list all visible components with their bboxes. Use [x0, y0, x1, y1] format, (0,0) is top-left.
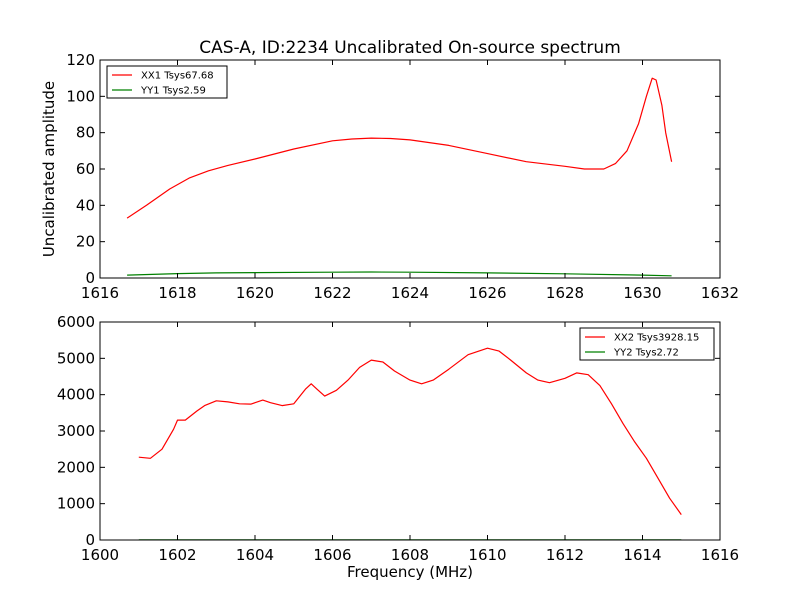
- x-tick-label-1-6: 1612: [546, 546, 584, 564]
- y-tick-label-0-4: 80: [76, 124, 95, 142]
- y-tick-label-0-2: 40: [76, 196, 95, 214]
- x-tick-label-0-6: 1628: [546, 284, 584, 302]
- chart-title: CAS-A, ID:2234 Uncalibrated On-source sp…: [199, 38, 621, 58]
- y-tick-label-0-5: 100: [66, 87, 95, 105]
- x-tick-label-0-7: 1630: [623, 284, 661, 302]
- plot-panel-1: 1600 1602 1604 1606 1608 1610 1612 1614 1616 0 100…: [57, 313, 739, 564]
- x-tick-label-1-8: 1616: [701, 546, 739, 564]
- x-tick-label-1-4: 1608: [391, 546, 429, 564]
- legend-1: XX2 Tsys3928.15 YY2 Tsys2.72: [579, 327, 715, 361]
- y-tick-label-1-6: 6000: [57, 313, 95, 331]
- series-line-1-0: [138, 347, 682, 515]
- y-tick-label-1-4: 4000: [57, 386, 95, 404]
- x-tick-label-1-3: 1606: [313, 546, 351, 564]
- x-tick-label-0-2: 1620: [236, 284, 274, 302]
- y-tick-label-1-3: 3000: [57, 422, 95, 440]
- legend-label-0-1: YY1 Tsys2.59: [140, 86, 206, 97]
- y-tick-label-1-0: 0: [85, 531, 95, 549]
- x-tick-label-1-0: 1600: [81, 546, 119, 564]
- x-axis-label-bottom: Frequency (MHz): [347, 563, 473, 581]
- series-line-0-0: [126, 77, 673, 219]
- plot-panel-0: 1616 1618 1620 1622 1624 1626 1628 1630 1632 0 20 4…: [66, 51, 739, 302]
- x-tick-label-0-8: 1632: [701, 284, 739, 302]
- y-tick-label-0-6: 120: [66, 51, 95, 69]
- x-tick-label-0-4: 1624: [391, 284, 429, 302]
- x-tick-label-0-5: 1626: [468, 284, 506, 302]
- x-tick-label-1-1: 1602: [158, 546, 196, 564]
- series-line-0-1: [127, 271, 672, 277]
- legend-label-1-1: YY2 Tsys2.72: [613, 348, 679, 359]
- x-tick-label-0-0: 1616: [81, 284, 119, 302]
- y-tick-label-1-5: 5000: [57, 349, 95, 367]
- x-tick-label-1-2: 1604: [236, 546, 274, 564]
- y-tick-label-0-3: 60: [76, 160, 95, 178]
- y-tick-label-1-1: 1000: [57, 495, 95, 513]
- x-tick-label-1-7: 1614: [623, 546, 661, 564]
- legend-label-0-0: XX1 Tsys67.68: [141, 71, 214, 82]
- x-tick-label-1-5: 1610: [468, 546, 506, 564]
- x-tick-label-0-1: 1618: [158, 284, 196, 302]
- legend-label-1-0: XX2 Tsys3928.15: [614, 333, 699, 344]
- legend-box-1: [579, 327, 715, 361]
- y-tick-label-0-1: 20: [76, 233, 95, 251]
- y-axis-label-top: Uncalibrated amplitude: [40, 81, 58, 257]
- legend-0: XX1 Tsys67.68 YY1 Tsys2.59: [106, 65, 228, 99]
- y-tick-label-0-0: 0: [85, 269, 95, 287]
- legend-box-0: [106, 65, 228, 99]
- y-tick-label-1-2: 2000: [57, 458, 95, 476]
- x-tick-label-0-3: 1622: [313, 284, 351, 302]
